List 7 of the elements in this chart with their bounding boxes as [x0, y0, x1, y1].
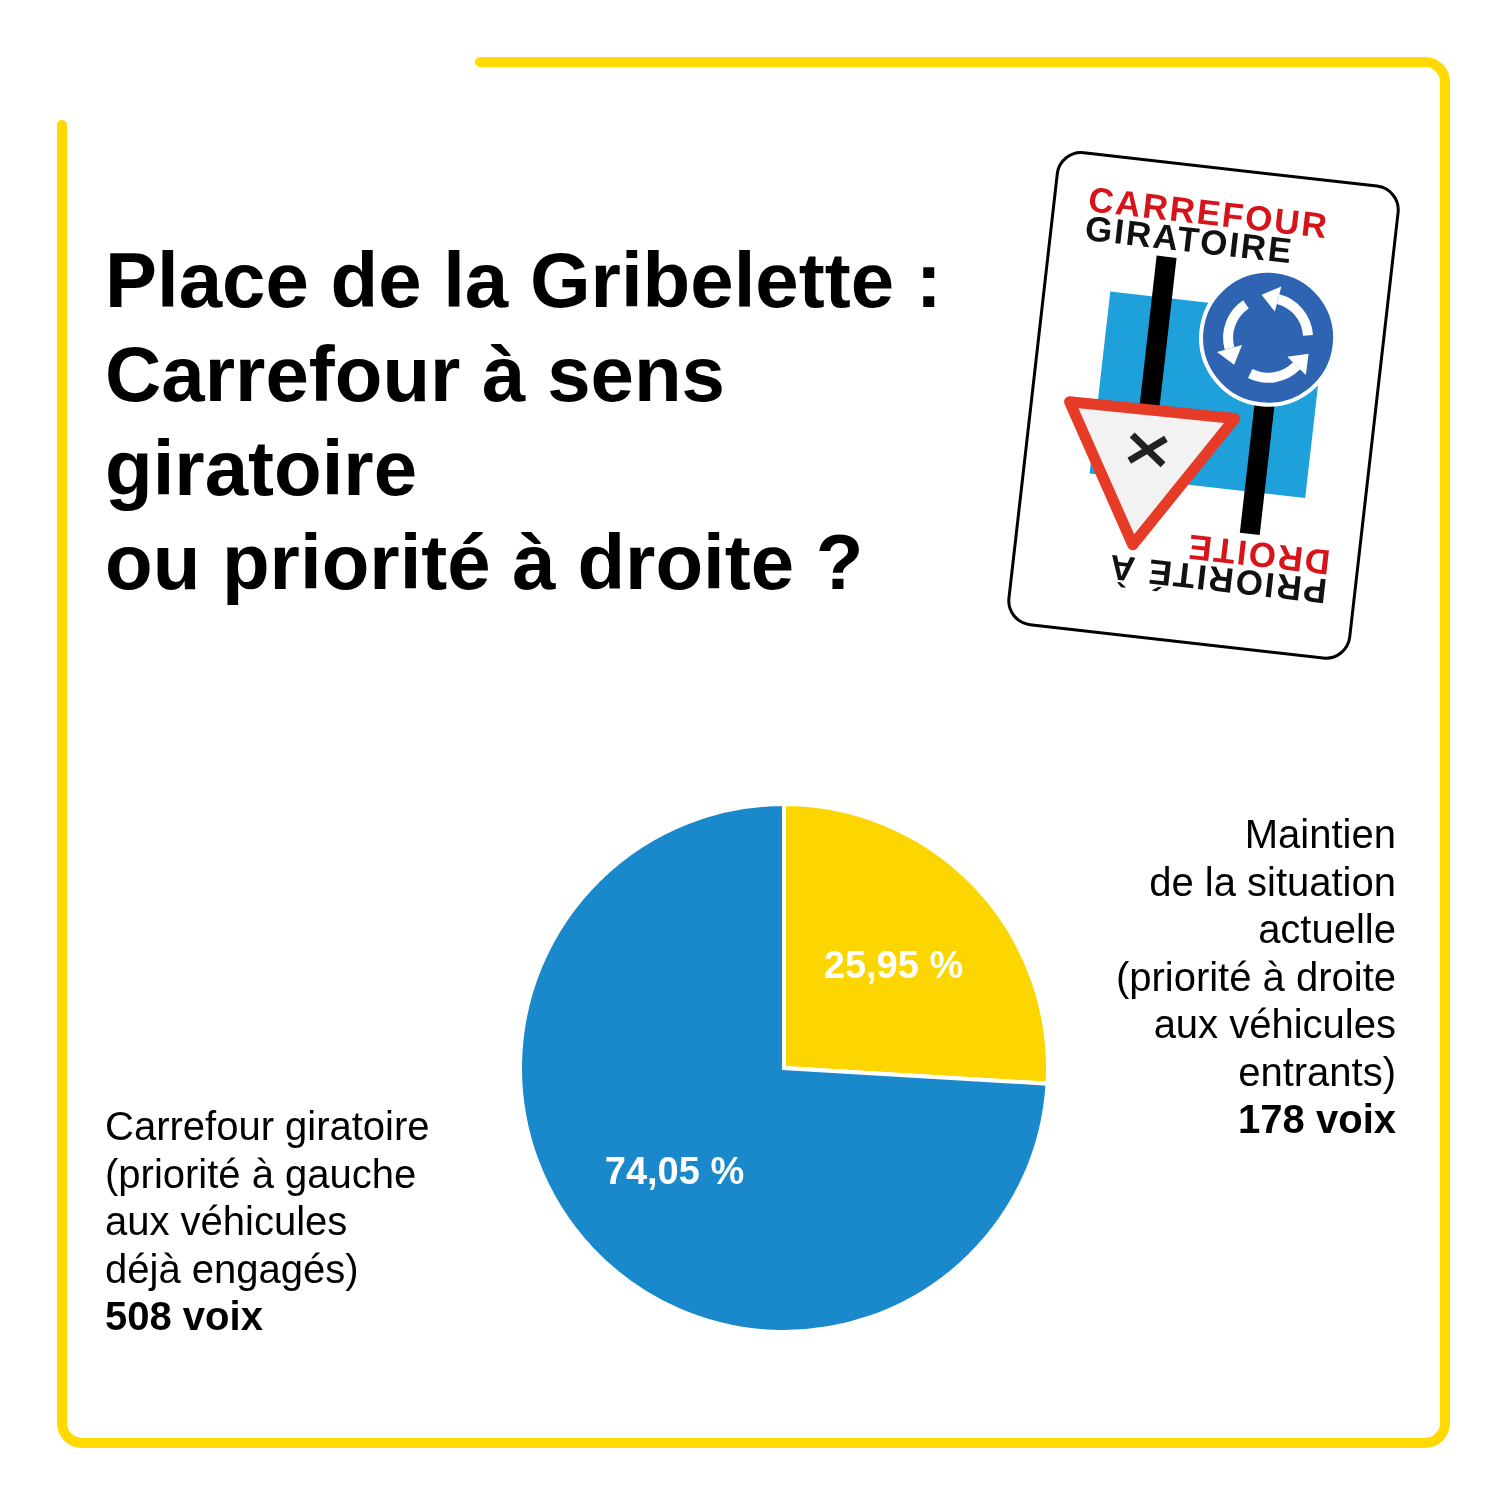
slice-label: Maintien de la situation actuelle (priorité à droite aux véhicules entrants) 178 voix — [1115, 812, 1396, 1141]
chart-title: Place de la Gribelette : Carrefour à sens giratoire ou priorité à droite ? — [105, 236, 942, 606]
text: PRIORITÉ À DROITE — [1105, 527, 1333, 612]
data-label: 25,95 % — [823, 943, 964, 986]
slice-label: Carrefour giratoire (priorité à gauche aux véhicules déjà engagés) 508 voix — [105, 1104, 430, 1338]
text: CARREFOUR GIRATOIRE — [1083, 179, 1331, 271]
data-label: 74,05 % — [604, 1150, 745, 1193]
